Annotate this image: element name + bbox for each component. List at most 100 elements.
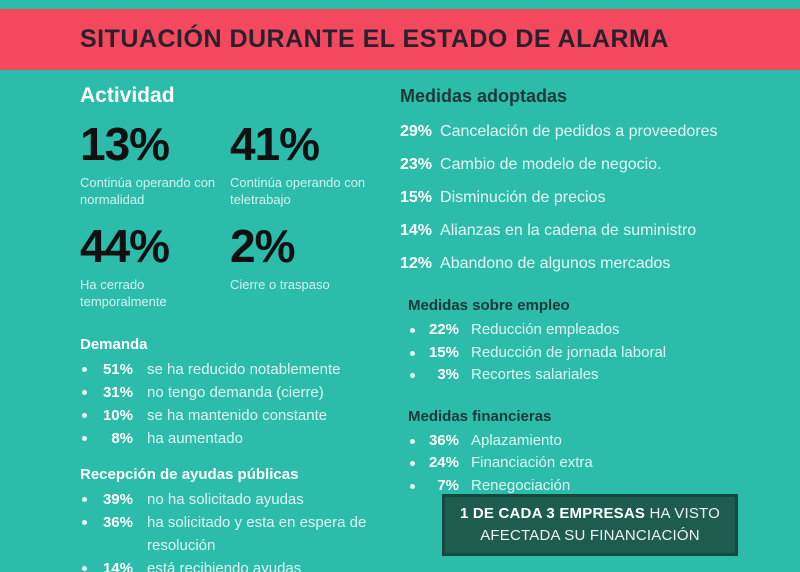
- stat-cierre-traspaso: 2% Cierre o traspaso: [230, 222, 398, 316]
- callout-text: 1 DE CADA 3 EMPRESAS HA VISTO AFECTADA S…: [458, 503, 722, 547]
- item-percent: 31%: [102, 384, 133, 401]
- measure-row: 23% Cambio de modelo de negocio.: [400, 148, 770, 181]
- item-text: Alianzas en la cadena de suministro: [440, 221, 697, 239]
- item-percent: 36%: [428, 431, 459, 449]
- item-text: Aplazamiento: [471, 431, 562, 449]
- bullet-icon: [410, 328, 415, 333]
- item-percent: 36%: [102, 514, 133, 531]
- financing-callout-box: 1 DE CADA 3 EMPRESAS HA VISTO AFECTADA S…: [442, 494, 738, 556]
- stat-label: Ha cerrado temporalmente: [80, 277, 167, 309]
- list-item: 15% Reducción de jornada laboral: [408, 342, 770, 365]
- bullet-icon: [82, 390, 87, 395]
- list-item: 39% no ha solicitado ayudas: [80, 488, 398, 511]
- title-banner: SITUACIÓN DURANTE EL ESTADO DE ALARMA: [0, 9, 800, 70]
- item-percent: 51%: [102, 361, 133, 378]
- activity-heading: Actividad: [80, 84, 175, 107]
- stat-value: 41%: [230, 118, 320, 170]
- bullet-icon: [82, 497, 87, 502]
- stat-operando-teletrabajo: 41% Continúa operando con teletrabajo: [230, 120, 398, 214]
- item-percent: 15%: [400, 188, 433, 206]
- bullet-icon: [82, 436, 87, 441]
- list-item: 22% Reducción empleados: [408, 319, 770, 342]
- item-text: Disminución de precios: [440, 188, 606, 206]
- item-percent: 14%: [102, 560, 133, 572]
- item-percent: 29%: [400, 122, 433, 140]
- item-text: no tengo demanda (cierre): [147, 384, 324, 401]
- bullet-icon: [410, 438, 415, 444]
- bullet-icon: [410, 350, 415, 356]
- bullet-icon: [82, 566, 87, 571]
- bullet-icon: [82, 413, 87, 418]
- item-text: Reducción de jornada laboral: [471, 343, 667, 361]
- bullet-icon: [410, 483, 415, 489]
- item-text: Reducción empleados: [471, 321, 620, 338]
- item-percent: 12%: [400, 254, 433, 272]
- stat-label: Continúa operando con normalidad: [80, 175, 216, 207]
- left-column: Actividad 13% Continúa operando con norm…: [80, 84, 398, 572]
- stat-label: Cierre o traspaso: [230, 277, 330, 293]
- item-text: Renegociación: [471, 476, 571, 494]
- item-percent: 24%: [428, 454, 459, 471]
- stat-value: 44%: [80, 220, 170, 272]
- item-percent: 39%: [102, 491, 133, 508]
- demanda-heading: Demanda: [80, 336, 148, 353]
- measure-row: 14% Alianzas en la cadena de suministro: [400, 214, 770, 247]
- item-percent: 3%: [437, 366, 459, 383]
- bullet-icon: [82, 520, 87, 525]
- item-text: Cambio de modelo de negocio.: [440, 155, 662, 173]
- item-text: ha solicitado y esta en espera de resolu…: [147, 514, 367, 554]
- activity-stats-grid: 13% Continúa operando con normalidad 41%…: [80, 120, 398, 324]
- item-percent: 22%: [428, 321, 459, 338]
- item-percent: 7%: [437, 476, 459, 494]
- item-text: Cancelación de pedidos a proveedores: [440, 122, 718, 140]
- list-item: 7% Renegociación: [408, 475, 770, 498]
- list-item: 36% Aplazamiento: [408, 430, 770, 453]
- measure-row: 15% Disminución de precios: [400, 181, 770, 214]
- right-column: Medidas adoptadas 29% Cancelación de ped…: [400, 86, 770, 497]
- bullet-icon: [410, 373, 415, 378]
- bullet-icon: [82, 367, 87, 372]
- item-text: no ha solicitado ayudas: [147, 491, 304, 508]
- list-item: 36% ha solicitado y esta en espera de re…: [80, 511, 398, 557]
- demanda-list: 51% se ha reducido notablemente 31% no t…: [80, 358, 398, 450]
- callout-rest-text: HA VISTO AFECTADA SU FINANCIACIÓN: [480, 505, 721, 544]
- item-percent: 14%: [400, 221, 433, 239]
- item-text: está recibiendo ayudas: [147, 560, 302, 572]
- medidas-financieras-heading: Medidas financieras: [408, 407, 552, 425]
- item-percent: 23%: [400, 155, 433, 173]
- item-text: se ha mantenido constante: [147, 407, 328, 424]
- list-item: 3% Recortes salariales: [408, 364, 770, 387]
- list-item: 31% no tengo demanda (cierre): [80, 381, 398, 404]
- bullet-icon: [410, 461, 415, 466]
- medidas-financieras-list: 36% Aplazamiento 24% Financiación extra …: [408, 430, 770, 498]
- list-item: 8% ha aumentado: [80, 427, 398, 450]
- item-text: ha aumentado: [147, 430, 243, 447]
- measure-row: 29% Cancelación de pedidos a proveedores: [400, 115, 770, 148]
- list-item: 51% se ha reducido notablemente: [80, 358, 398, 381]
- item-text: Recortes salariales: [471, 366, 599, 383]
- stat-label: Continúa operando con teletrabajo: [230, 175, 366, 207]
- list-item: 10% se ha mantenido constante: [80, 404, 398, 427]
- stat-operando-normalidad: 13% Continúa operando con normalidad: [80, 120, 230, 214]
- measure-row: 12% Abandono de algunos mercados: [400, 247, 770, 280]
- item-percent: 10%: [102, 407, 133, 424]
- stat-cerrado-temporalmente: 44% Ha cerrado temporalmente: [80, 222, 230, 316]
- stat-value: 13%: [80, 118, 170, 170]
- item-percent: 8%: [111, 430, 133, 447]
- item-percent: 15%: [428, 343, 459, 361]
- list-item: 14% está recibiendo ayudas: [80, 557, 398, 572]
- medidas-empleo-heading: Medidas sobre empleo: [408, 297, 570, 314]
- item-text: Financiación extra: [471, 454, 593, 471]
- item-text: se ha reducido notablemente: [147, 361, 341, 378]
- list-item: 24% Financiación extra: [408, 452, 770, 475]
- stat-value: 2%: [230, 220, 295, 272]
- callout-bold-text: 1 DE CADA 3 EMPRESAS: [459, 505, 646, 523]
- medidas-adoptadas-list: 29% Cancelación de pedidos a proveedores…: [400, 115, 770, 280]
- medidas-empleo-section: Medidas sobre empleo 22% Reducción emple…: [408, 297, 770, 497]
- item-text: Abandono de algunos mercados: [440, 254, 671, 272]
- ayudas-heading: Recepción de ayudas públicas: [80, 466, 299, 483]
- page-title: SITUACIÓN DURANTE EL ESTADO DE ALARMA: [80, 25, 669, 53]
- medidas-empleo-list: 22% Reducción empleados 15% Reducción de…: [408, 319, 770, 387]
- medidas-adoptadas-heading: Medidas adoptadas: [400, 86, 568, 106]
